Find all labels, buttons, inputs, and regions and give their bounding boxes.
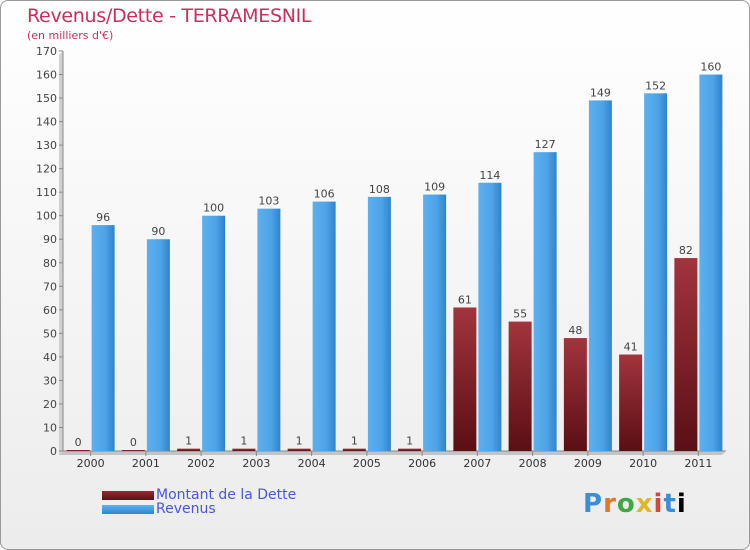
y-tick-label: 60 <box>43 304 57 317</box>
bar-debt <box>232 448 256 451</box>
data-label-debt: 1 <box>351 435 358 448</box>
plot-wall <box>59 51 63 455</box>
bar-revenue <box>202 215 226 451</box>
x-tick-label: 2006 <box>408 457 436 470</box>
y-tick-label: 0 <box>50 445 57 458</box>
data-label-debt: 61 <box>458 293 472 306</box>
logo-letter: i <box>653 489 664 519</box>
y-tick-label: 120 <box>36 163 57 176</box>
y-tick-label: 90 <box>43 233 57 246</box>
x-tick-label: 2000 <box>77 457 105 470</box>
bar-revenue <box>423 194 447 451</box>
bar-debt <box>121 450 145 451</box>
data-label-revenue: 103 <box>258 195 279 208</box>
x-tick-label: 2004 <box>298 457 326 470</box>
bar-debt <box>398 448 422 451</box>
bar-debt <box>453 307 477 451</box>
y-tick-label: 140 <box>36 116 57 129</box>
proxiti-logo: Proxiti <box>583 489 687 519</box>
data-label-revenue: 109 <box>424 181 445 194</box>
data-label-revenue: 160 <box>700 61 721 74</box>
legend-label-debt: Montant de la Dette <box>156 487 297 503</box>
legend-label-revenue: Revenus <box>156 501 216 517</box>
logo-letter: x <box>635 489 654 519</box>
bar-revenue <box>533 152 557 452</box>
bar-revenue <box>312 201 336 451</box>
y-tick-label: 110 <box>36 186 57 199</box>
logo-letter: i <box>676 489 687 519</box>
legend-item-debt: Montant de la Dette <box>102 487 297 503</box>
bar-debt <box>66 450 90 451</box>
data-label-debt: 55 <box>513 308 527 321</box>
legend-swatch-debt <box>102 490 154 500</box>
bar-revenue <box>699 74 723 451</box>
bar-debt <box>619 354 643 451</box>
data-label-debt: 1 <box>296 435 303 448</box>
y-tick-label: 130 <box>36 139 57 152</box>
bar-debt <box>508 321 532 451</box>
y-tick-label: 40 <box>43 351 57 364</box>
chart-subtitle: (en milliers d'€) <box>27 29 114 42</box>
data-label-debt: 0 <box>75 436 82 449</box>
data-label-debt: 0 <box>130 436 137 449</box>
x-tick-label: 2009 <box>574 457 602 470</box>
logo-letter: t <box>663 489 677 519</box>
logo-letter: r <box>603 489 617 519</box>
data-label-debt: 1 <box>185 435 192 448</box>
y-tick-label: 80 <box>43 257 57 270</box>
bar-revenue <box>478 182 502 451</box>
bar-revenue <box>91 225 115 451</box>
data-label-revenue: 152 <box>645 79 666 92</box>
bar-revenue <box>588 100 612 451</box>
x-tick-label: 2001 <box>132 457 160 470</box>
data-label-debt: 48 <box>568 324 582 337</box>
data-label-revenue: 96 <box>96 211 110 224</box>
bar-debt <box>674 258 698 451</box>
y-tick-label: 100 <box>36 210 57 223</box>
chart-title: Revenus/Dette - TERRAMESNIL <box>27 5 312 27</box>
y-tick-label: 160 <box>36 69 57 82</box>
bar-debt <box>177 448 201 451</box>
data-label-revenue: 90 <box>151 225 165 238</box>
legend-swatch-revenue <box>102 504 154 514</box>
x-tick-label: 2007 <box>463 457 491 470</box>
x-tick-label: 2008 <box>519 457 547 470</box>
data-label-revenue: 127 <box>535 138 556 151</box>
y-tick-label: 20 <box>43 398 57 411</box>
data-label-revenue: 149 <box>590 86 611 99</box>
data-label-debt: 1 <box>406 435 413 448</box>
x-tick-label: 2003 <box>242 457 270 470</box>
data-label-debt: 1 <box>240 435 247 448</box>
x-tick-label: 2002 <box>187 457 215 470</box>
plot-floor <box>59 451 726 455</box>
y-tick-label: 50 <box>43 327 57 340</box>
y-tick-label: 70 <box>43 280 57 293</box>
data-label-debt: 41 <box>624 341 638 354</box>
x-tick-label: 2010 <box>629 457 657 470</box>
data-label-revenue: 114 <box>479 169 500 182</box>
logo-letter: o <box>616 489 636 519</box>
legend-item-revenue: Revenus <box>102 501 216 517</box>
bar-debt <box>563 338 587 451</box>
bar-debt <box>287 448 311 451</box>
x-tick-label: 2011 <box>684 457 712 470</box>
bar-revenue <box>367 196 391 451</box>
data-label-revenue: 100 <box>203 202 224 215</box>
logo-letter: P <box>583 489 604 519</box>
y-tick-label: 30 <box>43 374 57 387</box>
data-label-revenue: 106 <box>314 188 335 201</box>
y-tick-label: 150 <box>36 92 57 105</box>
x-tick-label: 2005 <box>353 457 381 470</box>
bar-revenue <box>644 93 668 452</box>
bar-debt <box>342 448 366 451</box>
y-tick-label: 10 <box>43 421 57 434</box>
bar-revenue <box>146 239 170 451</box>
data-label-debt: 82 <box>679 244 693 257</box>
bar-revenue <box>257 208 281 451</box>
y-tick-label: 170 <box>36 45 57 58</box>
data-label-revenue: 108 <box>369 183 390 196</box>
